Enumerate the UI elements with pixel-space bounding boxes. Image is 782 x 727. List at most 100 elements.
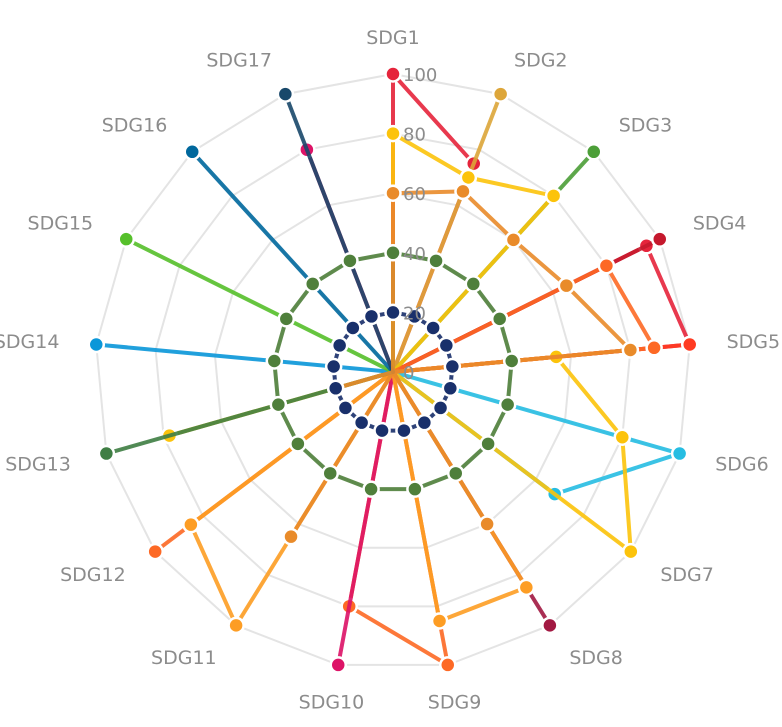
axis-label-sdg15: SDG15 [28, 213, 94, 235]
axis-label-sdg3: SDG3 [619, 114, 673, 136]
data-point [454, 182, 472, 201]
data-point [447, 464, 465, 483]
data-point [183, 143, 201, 161]
series-line [391, 370, 682, 497]
data-point [541, 616, 559, 635]
data-point [437, 336, 456, 355]
axis-label-sdg2: SDG2 [514, 50, 568, 72]
data-point [651, 230, 669, 248]
data-point [269, 395, 288, 414]
data-point [373, 421, 391, 440]
axis-label-sdg7: SDG7 [660, 564, 714, 586]
series-line [190, 149, 395, 374]
data-point [330, 336, 349, 355]
data-point [502, 352, 521, 370]
data-point [227, 616, 245, 635]
series-15 [183, 143, 395, 374]
radar-series [87, 65, 699, 674]
grid-ring [213, 192, 573, 549]
data-point [303, 275, 322, 293]
data-point [146, 542, 164, 561]
axis-label-sdg8: SDG8 [569, 647, 623, 669]
axis-label-sdg9: SDG9 [428, 691, 482, 713]
grid-ring [95, 72, 691, 666]
data-point [384, 303, 402, 322]
data-point [362, 480, 380, 498]
data-point [336, 399, 355, 417]
axis-label-sdg6: SDG6 [715, 454, 769, 476]
data-point [464, 275, 483, 293]
data-point [87, 335, 106, 354]
tick-label: 100 [403, 65, 437, 86]
data-point [324, 357, 343, 376]
data-point [621, 341, 640, 359]
axis-label-sdg13: SDG13 [5, 454, 71, 476]
data-point [289, 435, 307, 453]
series-line [104, 250, 395, 456]
data-point [282, 527, 300, 546]
series-19 [324, 303, 462, 440]
data-point [585, 143, 603, 161]
data-point [182, 515, 200, 534]
data-point [478, 515, 496, 533]
data-point [557, 276, 576, 295]
data-point [597, 256, 616, 275]
axis-label-sdg17: SDG17 [206, 50, 272, 72]
series-10 [182, 370, 536, 635]
axis-label-sdg5: SDG5 [727, 331, 781, 353]
data-point [384, 184, 402, 202]
data-point [680, 335, 699, 354]
series-line [188, 370, 529, 628]
data-point [491, 85, 510, 103]
series-1 [391, 85, 510, 374]
data-point [276, 85, 295, 103]
data-point [443, 357, 462, 376]
data-point [384, 65, 402, 83]
data-point [344, 319, 362, 337]
axis-label-sdg4: SDG4 [693, 213, 747, 235]
grid-ring [154, 132, 632, 608]
data-point [613, 428, 632, 446]
data-point [405, 307, 424, 326]
tick-label: 40 [403, 244, 426, 265]
data-point [326, 379, 345, 398]
axis-label-sdg1: SDG1 [366, 27, 420, 49]
data-point [97, 444, 116, 463]
data-point [544, 187, 563, 205]
data-point [384, 244, 402, 262]
tick-label: 60 [403, 184, 426, 205]
data-point [321, 464, 339, 483]
axis-label-sdg12: SDG12 [60, 564, 126, 586]
data-point [498, 395, 517, 414]
data-point [645, 339, 663, 357]
tick-label: 20 [403, 303, 426, 324]
tick-label: 0 [403, 363, 414, 384]
series-18 [265, 244, 521, 498]
radar-axis-labels: SDG1 SDG2 SDG3 SDG4 SDG5 SDG6 SDG7 SDG8 SDG9 SDG1… [0, 27, 780, 713]
data-point [395, 421, 413, 440]
data-point [424, 319, 442, 337]
data-point [479, 435, 497, 453]
data-point [504, 231, 523, 249]
data-point [439, 656, 457, 674]
data-point [352, 413, 371, 432]
data-point [384, 124, 402, 143]
data-point [427, 252, 445, 270]
data-point [430, 612, 449, 630]
data-point [431, 399, 450, 417]
data-point [362, 307, 381, 326]
series-16 [276, 85, 395, 374]
data-point [117, 230, 135, 248]
data-point [415, 413, 434, 432]
axis-label-sdg14: SDG14 [0, 331, 59, 353]
radar-ticks: 0 20 40 60 80 100 [403, 65, 437, 384]
data-point [277, 310, 296, 328]
data-point [517, 578, 536, 597]
data-point [406, 480, 424, 498]
series-13 [87, 335, 395, 374]
data-point [441, 379, 460, 398]
axis-label-sdg11: SDG11 [151, 647, 217, 669]
data-point [329, 656, 347, 674]
data-point [622, 542, 640, 561]
